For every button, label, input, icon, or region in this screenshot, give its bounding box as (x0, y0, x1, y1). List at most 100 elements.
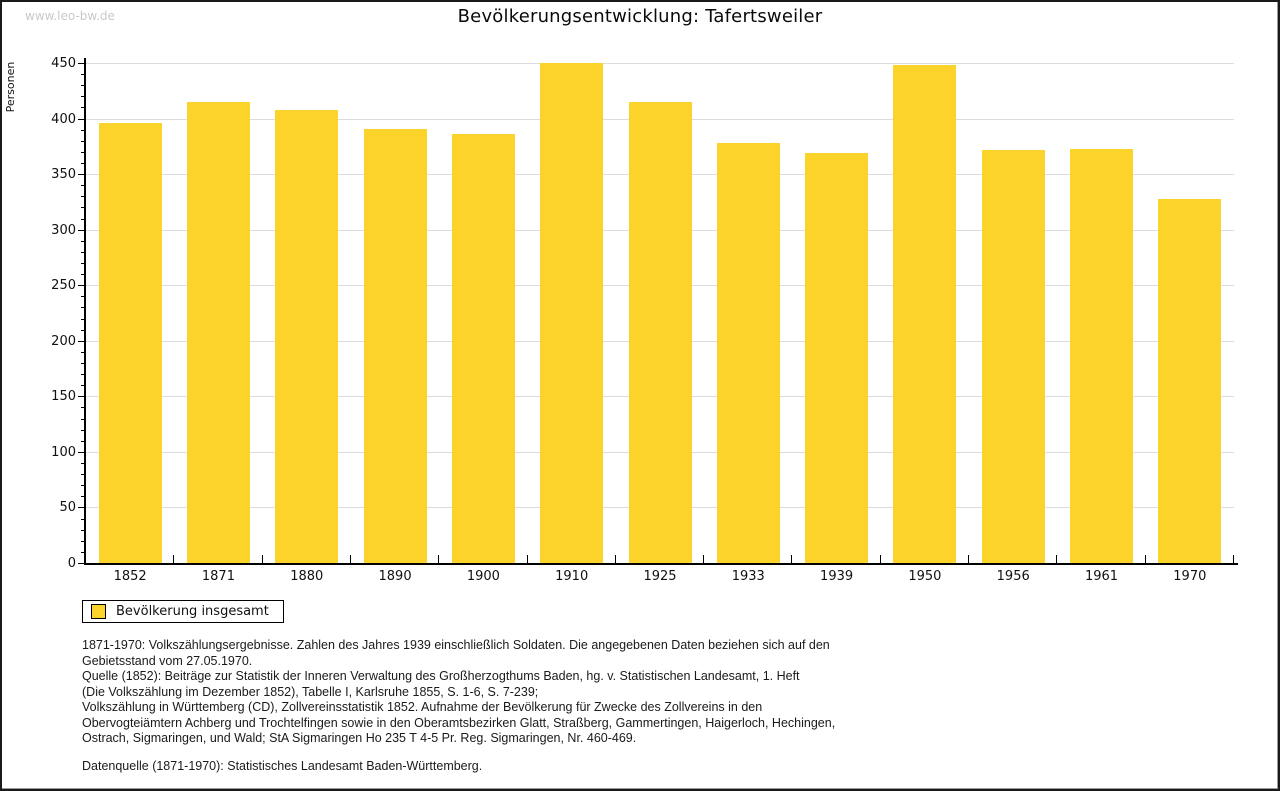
y-tick-label-0: 0 (67, 556, 76, 571)
y-minor-tick-190 (81, 351, 85, 353)
x-boundary-tick-6 (614, 555, 616, 563)
footnote-line-3: Quelle (1852): Beiträge zur Statistik de… (82, 669, 800, 683)
y-minor-tick-80 (81, 474, 85, 476)
y-minor-tick-110 (81, 440, 85, 442)
x-tick-label-1900: 1900 (466, 569, 500, 584)
y-major-tick-50 (78, 507, 85, 509)
x-tick-label-1950: 1950 (908, 569, 942, 584)
y-minor-tick-360 (81, 163, 85, 164)
y-minor-tick-20 (81, 540, 85, 542)
y-tick-label-100: 100 (51, 444, 76, 460)
y-major-tick-450 (78, 63, 85, 64)
y-minor-tick-330 (81, 196, 85, 198)
y-minor-tick-40 (81, 518, 85, 520)
x-boundary-tick-12 (1144, 555, 1146, 563)
y-major-tick-400 (78, 118, 85, 120)
y-minor-tick-430 (81, 85, 85, 87)
x-boundary-tick-8 (791, 555, 793, 563)
y-minor-tick-270 (81, 263, 85, 264)
footnote-gap (82, 747, 1232, 759)
footnote-line-6: Obervogteiämtern Achberg und Trochtelfin… (82, 715, 836, 730)
y-minor-tick-290 (81, 240, 85, 242)
y-minor-tick-280 (81, 251, 85, 253)
bar-1880 (275, 109, 339, 563)
y-minor-tick-60 (81, 496, 85, 498)
x-boundary-tick-3 (349, 555, 351, 563)
y-tick-label-300: 300 (51, 222, 76, 238)
x-tick-label-1852: 1852 (113, 569, 147, 584)
y-minor-tick-210 (81, 329, 85, 331)
y-major-tick-150 (78, 396, 85, 398)
y-minor-tick-180 (81, 363, 85, 364)
x-tick-label-1956: 1956 (996, 569, 1030, 584)
y-tick-label-450: 450 (51, 56, 76, 71)
bar-1956 (981, 149, 1045, 563)
y-minor-tick-240 (81, 296, 85, 298)
y-minor-tick-10 (81, 551, 85, 553)
x-boundary-tick-9 (879, 555, 881, 563)
x-tick-label-1939: 1939 (820, 569, 854, 584)
y-minor-tick-370 (81, 151, 85, 153)
x-tick-label-1933: 1933 (731, 569, 765, 584)
footnote-line-1: 1871-1970: Volkszählungsergebnisse. Zahl… (82, 638, 830, 652)
bar-1950 (893, 65, 957, 563)
x-boundary-tick-7 (703, 555, 705, 563)
y-tick-label-50: 50 (59, 500, 76, 516)
y-minor-tick-160 (81, 385, 85, 387)
legend-swatch-icon (91, 604, 106, 619)
watermark: www.leo-bw.de (25, 9, 115, 23)
bar-1925 (628, 101, 692, 563)
y-major-tick-300 (78, 229, 85, 231)
y-major-tick-350 (78, 174, 85, 176)
y-minor-tick-170 (81, 374, 85, 376)
x-tick-label-1880: 1880 (290, 569, 324, 584)
legend-label: Bevölkerung insgesamt (116, 604, 269, 619)
y-minor-tick-440 (81, 74, 85, 76)
x-tick-label-1970: 1970 (1173, 569, 1207, 584)
legend: Bevölkerung insgesamt (82, 600, 284, 623)
footnotes: 1871-1970: Volkszählungsergebnisse. Zahl… (82, 638, 1232, 774)
y-axis-line (84, 58, 86, 565)
y-major-tick-100 (78, 451, 85, 453)
x-axis-line (84, 563, 1238, 565)
bar-1939 (805, 153, 869, 563)
y-minor-tick-220 (81, 318, 85, 320)
footnote-line-2: Gebietsstand vom 27.05.1970. (82, 653, 253, 668)
x-tick-label-1925: 1925 (643, 569, 677, 584)
y-minor-tick-340 (81, 185, 85, 187)
y-major-tick-200 (78, 340, 85, 342)
bar-1910 (540, 63, 604, 563)
x-boundary-tick-13 (1233, 555, 1234, 563)
bar-1871 (186, 101, 250, 563)
x-tick-label-1871: 1871 (201, 569, 235, 584)
y-minor-tick-30 (81, 529, 85, 531)
chart-title: Bevölkerungsentwicklung: Tafertsweiler (457, 6, 823, 27)
y-minor-tick-260 (81, 274, 85, 276)
plot-area (86, 63, 1234, 563)
bar-1900 (451, 134, 515, 563)
bar-1890 (363, 128, 427, 563)
x-boundary-tick-10 (968, 555, 970, 563)
y-minor-tick-120 (81, 429, 85, 431)
y-minor-tick-310 (81, 218, 85, 220)
y-minor-tick-320 (81, 207, 85, 209)
y-minor-tick-410 (81, 107, 85, 109)
x-tick-label-1910: 1910 (555, 569, 589, 584)
y-major-tick-0 (78, 563, 85, 564)
y-tick-label-200: 200 (51, 333, 76, 349)
y-tick-label-150: 150 (51, 389, 76, 405)
y-tick-label-250: 250 (51, 278, 76, 294)
x-boundary-tick-1 (173, 555, 175, 563)
gridline-450 (86, 63, 1234, 64)
x-boundary-tick-5 (526, 555, 528, 563)
y-tick-label-350: 350 (51, 167, 76, 183)
x-tick-label-1890: 1890 (378, 569, 412, 584)
y-minor-tick-140 (81, 407, 85, 409)
bar-1961 (1070, 148, 1134, 563)
y-minor-tick-70 (81, 485, 85, 487)
y-minor-tick-230 (81, 307, 85, 309)
x-boundary-tick-4 (438, 555, 440, 563)
y-minor-tick-420 (81, 96, 85, 98)
y-minor-tick-90 (81, 463, 85, 464)
